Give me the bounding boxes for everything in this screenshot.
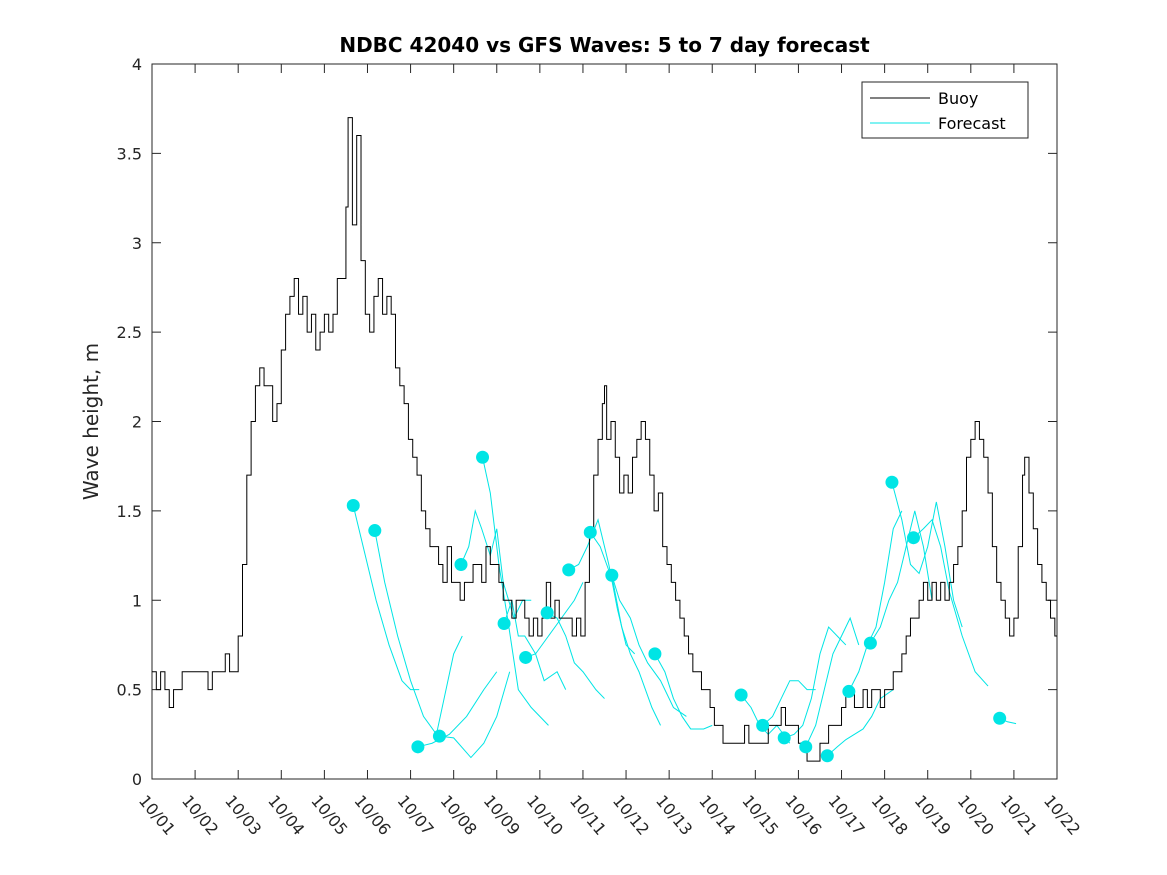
x-tick-label: 10/09 bbox=[480, 791, 524, 839]
x-tick-label: 10/17 bbox=[824, 791, 868, 839]
x-tick-label: 10/05 bbox=[307, 791, 351, 839]
x-tick-label: 10/18 bbox=[868, 791, 912, 839]
forecast-line bbox=[869, 510, 933, 644]
x-tick-label: 10/08 bbox=[437, 791, 481, 839]
forecast-start-marker bbox=[476, 450, 490, 464]
x-tick-label: 10/20 bbox=[954, 791, 998, 839]
forecast-start-marker bbox=[454, 558, 468, 571]
forecast-series bbox=[352, 457, 1017, 759]
x-tick-label: 10/13 bbox=[652, 791, 696, 839]
y-tick-label: 4 bbox=[132, 55, 142, 74]
x-tick-label: 10/03 bbox=[221, 791, 265, 839]
forecast-line bbox=[525, 582, 584, 658]
forecast-start-marker bbox=[842, 684, 856, 698]
forecast-start-marker bbox=[820, 749, 834, 763]
chart-title: NDBC 42040 vs GFS Waves: 5 to 7 day fore… bbox=[339, 33, 870, 57]
forecast-line bbox=[654, 653, 713, 730]
forecast-line bbox=[805, 616, 860, 748]
forecast-start-marker bbox=[519, 650, 533, 664]
forecast-line bbox=[568, 518, 636, 655]
y-tick-label: 3.5 bbox=[117, 144, 142, 163]
x-tick-label: 10/19 bbox=[911, 791, 955, 839]
forecast-start-marker bbox=[906, 531, 920, 545]
forecast-line bbox=[589, 532, 661, 726]
forecast-start-marker bbox=[605, 568, 619, 582]
x-tick-label: 10/01 bbox=[135, 791, 179, 839]
forecast-line bbox=[546, 612, 605, 699]
forecast-line bbox=[784, 626, 847, 739]
legend-buoy-label: Buoy bbox=[938, 89, 978, 108]
forecast-line bbox=[826, 689, 894, 757]
x-tick-label: 10/16 bbox=[781, 791, 825, 839]
forecast-start-marker bbox=[368, 524, 382, 538]
forecast-line bbox=[417, 671, 498, 748]
buoy-series bbox=[152, 117, 1057, 762]
legend-box bbox=[861, 81, 1029, 139]
forecast-start-marker bbox=[411, 740, 425, 754]
x-tick-label: 10/12 bbox=[609, 791, 653, 839]
forecast-start-marker bbox=[885, 475, 899, 489]
forecast-line bbox=[503, 600, 567, 690]
forecast-start-marker bbox=[863, 636, 877, 650]
y-tick-label: 0 bbox=[132, 770, 142, 789]
x-tick-label: 10/02 bbox=[178, 791, 222, 839]
x-tick-label: 10/11 bbox=[566, 791, 610, 839]
forecast-start-marker bbox=[432, 729, 446, 743]
forecast-start-marker bbox=[583, 525, 597, 539]
buoy-line bbox=[152, 117, 1057, 762]
forecast-line bbox=[352, 505, 420, 691]
forecast-line bbox=[762, 680, 816, 726]
forecast-line bbox=[374, 530, 463, 736]
forecast-start-marker bbox=[346, 499, 360, 513]
x-tick-label: 10/07 bbox=[394, 791, 438, 839]
legend-forecast-label: Forecast bbox=[938, 114, 1006, 133]
x-tick-label: 10/21 bbox=[997, 791, 1041, 839]
forecast-start-marker bbox=[799, 740, 813, 754]
forecast-start-marker bbox=[756, 718, 770, 732]
forecast-start-marker bbox=[540, 606, 554, 620]
y-tick-label: 0.5 bbox=[117, 681, 142, 700]
forecast-start-markers bbox=[346, 450, 1007, 763]
y-tick-labels: 0 0.5 1 1.5 2 2.5 3 3.5 4 bbox=[117, 55, 142, 789]
x-tick-label: 10/04 bbox=[264, 791, 308, 839]
y-axis-label: Wave height, m bbox=[79, 343, 103, 500]
forecast-line bbox=[848, 510, 903, 692]
x-tick-label: 10/10 bbox=[523, 791, 567, 839]
plot-area bbox=[151, 63, 1058, 780]
forecast-start-marker bbox=[993, 711, 1007, 725]
forecast-start-marker bbox=[648, 647, 662, 661]
forecast-start-marker bbox=[497, 616, 511, 630]
forecast-start-marker bbox=[562, 563, 576, 577]
x-tick-label: 10/22 bbox=[1040, 791, 1084, 839]
y-tick-label: 3 bbox=[132, 234, 142, 253]
forecast-start-marker bbox=[734, 688, 748, 702]
forecast-line bbox=[611, 575, 687, 717]
y-tick-label: 2 bbox=[132, 413, 142, 432]
legend: Buoy Forecast bbox=[861, 81, 1029, 139]
y-tick-label: 1.5 bbox=[117, 502, 142, 521]
forecast-start-marker bbox=[777, 731, 791, 745]
x-tick-label: 10/06 bbox=[350, 791, 394, 839]
x-tick-label: 10/15 bbox=[738, 791, 782, 839]
x-tick-label: 10/14 bbox=[695, 791, 739, 839]
forecast-line bbox=[439, 671, 511, 759]
y-tick-label: 2.5 bbox=[117, 323, 142, 342]
y-tick-label: 1 bbox=[132, 591, 142, 610]
forecast-line bbox=[460, 508, 532, 620]
x-tick-labels: 10/0110/0210/0310/0410/0510/0610/0710/08… bbox=[135, 791, 1084, 839]
forecast-line bbox=[913, 518, 989, 687]
